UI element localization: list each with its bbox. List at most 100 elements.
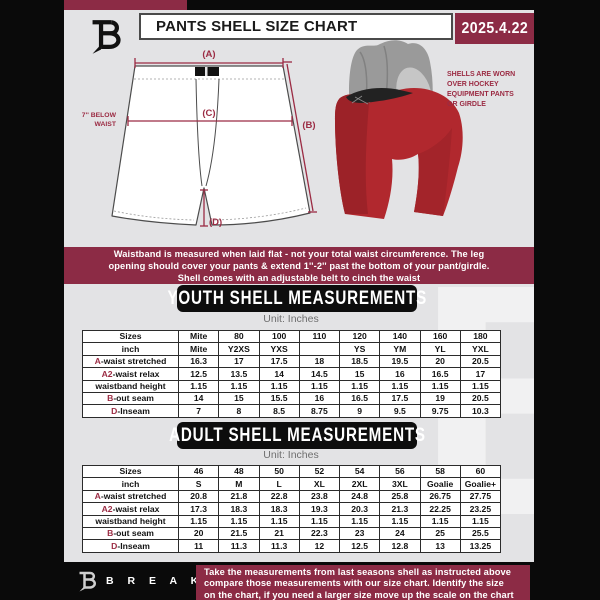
- table-cell: 20.3: [338, 502, 381, 516]
- table-cell: Goalie: [419, 477, 461, 491]
- waist-note-line1: 7'' BELOW: [82, 112, 117, 119]
- table-cell: 21.8: [218, 489, 260, 504]
- table-cell: 1.15: [419, 379, 461, 393]
- logo-tail: [92, 44, 102, 54]
- table-cell: 9: [338, 404, 381, 418]
- label-a: (A): [202, 49, 215, 60]
- table-cell: 180: [459, 329, 502, 344]
- table-row: waistband height 1.15 1.15 1.15 1.15 1.15 1.15…: [82, 379, 502, 393]
- table-cell: 16: [298, 391, 341, 406]
- table-cell: 20.5: [459, 354, 502, 369]
- row-label: waistband height: [82, 379, 179, 393]
- table-cell: 52: [298, 464, 341, 479]
- photo-note-line3: EQUIPMENT PANTS: [447, 91, 514, 98]
- table-cell: 16: [379, 367, 421, 381]
- hockey-pants-photo: [335, 40, 463, 219]
- table-cell: 12.8: [379, 539, 421, 553]
- table-row: waistband height 1.15 1.15 1.15 1.15 1.15 1.15…: [82, 514, 502, 528]
- row-label: A2-waist relax: [82, 367, 179, 381]
- photo-note-line1: SHELLS ARE WORN: [447, 71, 515, 78]
- table-cell: S: [177, 477, 220, 491]
- row-label: A2-waist relax: [82, 502, 179, 516]
- table-row: Sizes 46 48 50 52 54 56 58 60: [82, 464, 502, 479]
- table-cell: 1.15: [459, 514, 502, 528]
- table-cell: M: [218, 477, 260, 491]
- table-cell: 2XL: [338, 477, 381, 491]
- top-black-strip: [187, 0, 534, 10]
- waistband-info-banner: Waistband is measured when laid flat - n…: [64, 247, 534, 284]
- table-cell: 13.25: [459, 539, 502, 553]
- row-label: D-Inseam: [82, 539, 179, 553]
- table-cell: 14.5: [298, 367, 341, 381]
- table-cell: 15: [218, 391, 260, 406]
- row-label: inch: [82, 342, 179, 356]
- row-label: A-waist stretched: [82, 354, 179, 369]
- table-cell: 11: [177, 539, 220, 553]
- table-cell: 12.5: [177, 367, 220, 381]
- table-cell: 1.15: [419, 514, 461, 528]
- page-title-box: PANTS SHELL SIZE CHART: [139, 13, 453, 40]
- table-cell: 12.5: [338, 539, 381, 553]
- table-cell: 18.3: [258, 502, 300, 516]
- table-cell: 1.15: [177, 379, 220, 393]
- table-cell: 19: [419, 391, 461, 406]
- shorts-measurement-diagram: (A) (C) (B) (D) 7'' BELOW WAIST: [82, 40, 515, 228]
- footer-instructions-box: Take the measurements from last seasons …: [196, 565, 530, 600]
- table-cell: 20.5: [459, 391, 502, 406]
- youth-section-heading: YOUTH SHELL MEASUREMENTS: [167, 285, 426, 312]
- photo-note-line2: OVER HOCKEY: [447, 81, 499, 88]
- table-cell: 23.8: [298, 489, 341, 504]
- table-cell: 100: [258, 329, 300, 344]
- table-cell: 1.15: [298, 514, 341, 528]
- table-cell: YS: [338, 342, 381, 356]
- table-cell: 46: [177, 464, 220, 479]
- table-cell: 3XL: [379, 477, 421, 491]
- table-cell: 1.15: [379, 514, 421, 528]
- table-cell: 56: [379, 464, 421, 479]
- table-cell: 27.75: [459, 489, 502, 504]
- table-cell: 11.3: [258, 539, 300, 553]
- row-label: Sizes: [82, 464, 179, 479]
- page-title: PANTS SHELL SIZE CHART: [156, 18, 358, 35]
- table-cell: 19.3: [298, 502, 341, 516]
- footer-note-line-2: compare those measurements with our size…: [204, 578, 504, 589]
- table-cell: 24: [379, 526, 421, 541]
- fly-panel-right-seam: [205, 78, 220, 187]
- table-cell: 17: [218, 354, 260, 369]
- table-cell: 1.15: [258, 514, 300, 528]
- table-cell: 24.8: [338, 489, 381, 504]
- table-cell: 54: [338, 464, 381, 479]
- table-cell: 110: [298, 329, 341, 344]
- table-row: D-Inseam 11 11.3 11.3 12 12.5 12.8 13 13.25: [82, 539, 502, 553]
- table-cell: 16.3: [177, 354, 220, 369]
- table-cell: 23: [338, 526, 381, 541]
- document-content: B PANTS SHELL SIZE CHART 2025.4.22: [64, 0, 534, 562]
- table-cell: 19.5: [379, 354, 421, 369]
- table-cell: 9.5: [379, 404, 421, 418]
- table-cell: 15.5: [258, 391, 300, 406]
- footer-note-line-1: Take the measurements from last seasons …: [204, 567, 512, 577]
- measurement-line-b: [283, 61, 317, 213]
- row-label: B-out seam: [82, 391, 179, 406]
- table-cell: 25.5: [459, 526, 502, 541]
- table-row: A-waist stretched 16.3 17 17.5 18 18.5 19.5 20 2…: [82, 354, 502, 369]
- table-cell: 1.15: [338, 514, 381, 528]
- table-cell: 50: [258, 464, 300, 479]
- table-cell: 9.75: [419, 404, 461, 418]
- breakaway-logo-icon: [92, 20, 121, 54]
- footer-breakaway-logo-icon: [79, 571, 96, 592]
- row-label: D-Inseam: [82, 404, 179, 418]
- table-cell: 13: [419, 539, 461, 553]
- table-cell: 25.8: [379, 489, 421, 504]
- banner-line-3: Shell comes with an adjustable belt to c…: [177, 272, 421, 283]
- table-cell: 140: [379, 329, 421, 344]
- table-cell: 7: [177, 404, 220, 418]
- table-row: B-out seam 20 21.5 21 22.3 23 24 25 25.5: [82, 526, 502, 541]
- adult-section-heading: ADULT SHELL MEASUREMENTS: [169, 422, 425, 449]
- table-row: B-out seam 14 15 15.5 16 16.5 17.5 19 20.5: [82, 391, 502, 406]
- label-b: (B): [302, 120, 315, 131]
- table-row: Sizes Mite 80 100 110 120 140 160 180: [82, 329, 502, 344]
- banner-line-2: opening should cover your pants & extend…: [108, 260, 490, 271]
- row-label: inch: [82, 477, 179, 491]
